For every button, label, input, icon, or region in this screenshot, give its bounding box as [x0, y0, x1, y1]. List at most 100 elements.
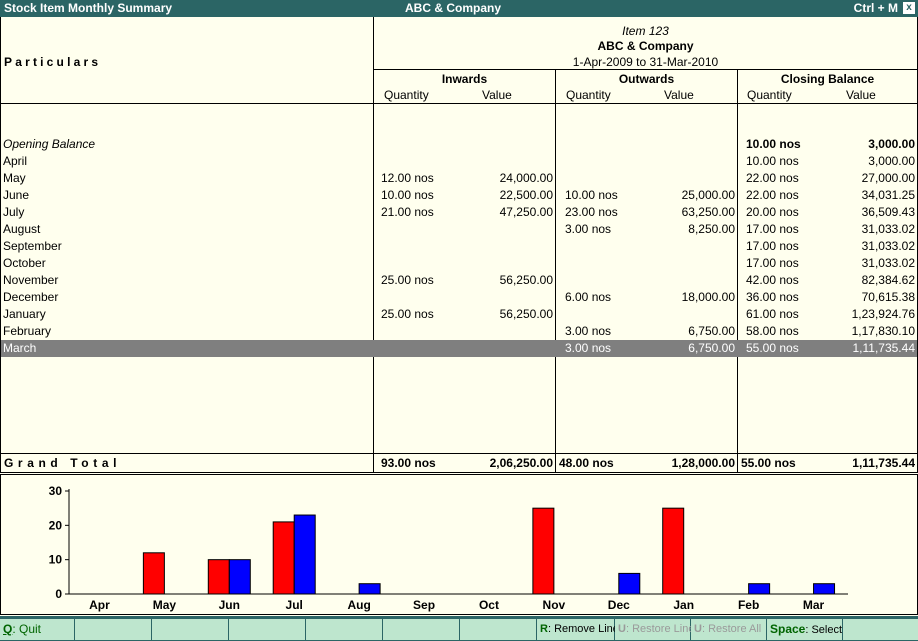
space-label: : Select	[805, 624, 843, 636]
bar	[813, 583, 836, 595]
table-row[interactable]: May 12.00 nos 24,000.00 22.00 nos 27,000.00	[1, 170, 917, 187]
row-in-qty: 25.00 nos	[381, 273, 434, 287]
quit-label: : Quit	[12, 622, 42, 636]
table-row[interactable]: February 3.00 nos 6,750.00 58.00 nos 1,17,83…	[1, 323, 917, 340]
y-tick-label: 30	[49, 484, 63, 498]
report-table: Particulars Item 123 ABC & Company 1-Apr…	[0, 17, 918, 473]
row-label: September	[3, 239, 62, 253]
row-label: August	[3, 222, 41, 236]
row-cl-val: 34,031.25	[861, 188, 915, 202]
y-tick-label: 20	[49, 518, 63, 532]
bar	[228, 559, 251, 595]
empty-button-3	[229, 619, 306, 640]
row-out-val: 25,000.00	[681, 188, 735, 202]
row-in-qty: 25.00 nos	[381, 307, 434, 321]
row-cl-val: 31,033.02	[861, 222, 915, 236]
row-in-val: 47,250.00	[499, 205, 553, 219]
row-cl-qty: 10.00 nos	[746, 137, 801, 151]
row-cl-val: 36,509.43	[861, 205, 915, 219]
remove-key: R	[540, 623, 548, 635]
row-label: Opening Balance	[3, 137, 96, 151]
closing-qty-header: Quantity	[747, 88, 792, 102]
x-tick-label: Jul	[286, 598, 303, 612]
closing-value-header: Value	[846, 88, 876, 102]
company-title: ABC & Company	[405, 1, 502, 15]
x-tick-label: Jan	[673, 598, 694, 612]
shortcut-label: Ctrl + M	[853, 1, 898, 15]
restore-all-label: : Restore All	[701, 623, 762, 635]
row-out-qty: 3.00 nos	[565, 324, 612, 338]
row-in-qty: 12.00 nos	[381, 171, 434, 185]
row-label: May	[3, 171, 26, 185]
table-row[interactable]: December 6.00 nos 18,000.00 36.00 nos 70,615…	[1, 289, 917, 306]
grand-total-out-qty: 48.00 nos	[559, 456, 614, 470]
bar	[272, 521, 295, 595]
company-name: ABC & Company	[597, 39, 694, 53]
x-tick-label: Mar	[803, 598, 825, 612]
table-row[interactable]: July 21.00 nos 47,250.00 23.00 nos 63,250.00…	[1, 204, 917, 221]
table-row[interactable]: June 10.00 nos 22,500.00 10.00 nos 25,000.00…	[1, 187, 917, 204]
table-row[interactable]: March 3.00 nos 6,750.00 55.00 nos 1,11,735.4…	[1, 340, 917, 357]
table-row[interactable]: August 3.00 nos 8,250.00 17.00 nos 31,033.02	[1, 221, 917, 238]
row-in-val: 56,250.00	[499, 273, 553, 287]
row-cl-qty: 22.00 nos	[746, 171, 799, 185]
restore-label: : Restore Line	[625, 623, 695, 635]
window-title: Stock Item Monthly Summary	[4, 1, 173, 15]
table-row[interactable]: April 10.00 nos 3,000.00	[1, 153, 917, 170]
grand-total-out-value: 1,28,000.00	[671, 456, 735, 470]
x-tick-label: Sep	[413, 598, 435, 612]
inwards-header: Inwards	[441, 72, 488, 86]
empty-button-2	[152, 619, 229, 640]
outwards-header: Outwards	[618, 72, 675, 86]
row-cl-val: 82,384.62	[861, 273, 915, 287]
row-label: February	[3, 324, 52, 338]
row-out-qty: 6.00 nos	[565, 290, 612, 304]
row-out-val: 6,750.00	[688, 324, 735, 338]
row-cl-val: 1,17,830.10	[851, 324, 915, 338]
bar	[293, 514, 316, 595]
row-label: December	[3, 290, 59, 304]
table-row[interactable]: November 25.00 nos 56,250.00 42.00 nos 82,38…	[1, 272, 917, 289]
row-cl-qty: 17.00 nos	[746, 222, 799, 236]
select-button[interactable]: Space: Select	[767, 619, 843, 640]
period: 1-Apr-2009 to 31-Mar-2010	[572, 55, 719, 69]
restore-key: U	[618, 623, 626, 635]
grand-total-label: Grand Total	[4, 456, 122, 470]
quit-button[interactable]: Q: Quit	[0, 619, 75, 640]
table-row[interactable]: October 17.00 nos 31,033.02	[1, 255, 917, 272]
bar	[748, 583, 771, 595]
bar	[532, 507, 555, 595]
row-out-val: 18,000.00	[681, 290, 735, 304]
bar	[207, 559, 230, 595]
table-row[interactable]: Opening Balance 10.00 nos 3,000.00	[1, 136, 917, 153]
row-label: October	[3, 256, 46, 270]
row-cl-val: 27,000.00	[861, 171, 915, 185]
remove-line-button[interactable]: R: Remove Line	[537, 619, 619, 640]
row-cl-val: 3,000.00	[868, 154, 915, 168]
row-out-qty: 23.00 nos	[565, 205, 618, 219]
empty-button-7	[843, 619, 918, 640]
restore-line-button[interactable]: U: Restore Line	[615, 619, 695, 640]
button-bar: Q: Quit R: Remove Line U: Restore Line U…	[0, 616, 918, 641]
x-tick-label: Jun	[219, 598, 240, 612]
row-cl-qty: 17.00 nos	[746, 239, 799, 253]
x-tick-label: Feb	[738, 598, 759, 612]
table-row[interactable]: September 17.00 nos 31,033.02	[1, 238, 917, 255]
close-icon[interactable]: x	[903, 2, 915, 14]
row-cl-val: 70,615.38	[861, 290, 915, 304]
space-key: Space	[770, 622, 806, 636]
monthly-chart: 0 10 20 30 Apr May Jun Jul Aug Sep Oct Nov Dec Jan Feb…	[0, 474, 918, 615]
quit-key: Q	[3, 622, 13, 636]
row-out-qty: 3.00 nos	[565, 222, 612, 236]
row-cl-val: 1,11,735.44	[852, 341, 915, 355]
restore-all-button[interactable]: U: Restore All	[691, 619, 767, 640]
row-in-val: 22,500.00	[499, 188, 553, 202]
table-row[interactable]: January 25.00 nos 56,250.00 61.00 nos 1,23,9…	[1, 306, 917, 323]
y-tick-label: 0	[55, 587, 62, 601]
row-label: June	[3, 188, 30, 202]
row-cl-qty: 36.00 nos	[746, 290, 799, 304]
x-tick-label: Aug	[347, 598, 370, 612]
row-in-val: 56,250.00	[499, 307, 553, 321]
bar	[662, 507, 685, 595]
row-cl-val: 1,23,924.76	[851, 307, 915, 321]
